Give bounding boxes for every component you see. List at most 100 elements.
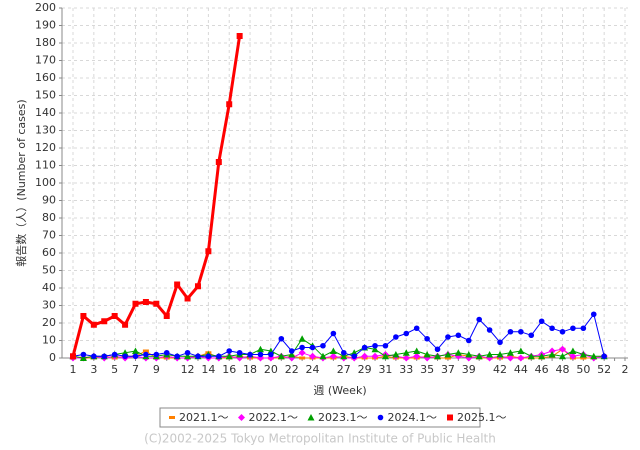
marker: [142, 349, 149, 353]
marker: [454, 349, 462, 356]
marker: [497, 339, 503, 346]
marker: [132, 353, 139, 360]
marker: [195, 353, 201, 360]
x-tick-label: 33: [399, 363, 413, 376]
x-tick-label: 29: [358, 363, 372, 376]
marker: [402, 349, 410, 356]
x-tick-label: 37: [441, 363, 455, 376]
marker: [225, 352, 233, 360]
x-tick-label: 50: [576, 363, 590, 376]
marker: [447, 414, 453, 421]
marker: [579, 351, 587, 358]
y-tick-label: 190: [35, 19, 56, 32]
marker: [402, 354, 410, 362]
marker: [174, 353, 180, 360]
x-tick-label: 14: [201, 363, 215, 376]
x-tick-label: 7: [132, 363, 139, 376]
marker: [319, 352, 327, 360]
x-tick-label: 5: [111, 363, 118, 376]
x-tick-label: 24: [306, 363, 320, 376]
marker: [590, 352, 598, 360]
marker: [340, 352, 348, 360]
legend-label: 2024.1～: [388, 411, 438, 424]
marker: [288, 351, 296, 358]
marker: [382, 342, 389, 349]
marker: [413, 325, 420, 332]
marker: [307, 414, 315, 421]
y-tick-label: 70: [42, 229, 56, 242]
x-tick-label: 2: [622, 363, 629, 376]
marker: [569, 352, 577, 360]
marker: [101, 353, 108, 360]
x-tick-label: 3: [90, 363, 97, 376]
marker: [445, 334, 451, 340]
y-tick-label: 160: [35, 71, 56, 84]
marker: [163, 313, 170, 319]
y-tick-label: 30: [42, 299, 56, 312]
x-tick-label: 22: [285, 363, 299, 376]
y-tick-label: 130: [35, 124, 56, 137]
x-tick-label: 44: [514, 363, 528, 376]
legend-box: [159, 407, 481, 428]
y-tick-label: 180: [35, 36, 56, 49]
marker: [169, 416, 175, 419]
marker: [549, 325, 555, 332]
marker: [329, 352, 337, 360]
y-tick-label: 20: [42, 316, 56, 329]
marker: [527, 352, 535, 360]
x-tick-label: 27: [337, 363, 351, 376]
marker: [80, 313, 87, 319]
marker: [434, 346, 441, 353]
marker: [476, 316, 482, 323]
marker: [413, 347, 421, 354]
y-tick-label: 110: [35, 159, 56, 172]
marker: [517, 347, 525, 354]
marker: [455, 332, 462, 339]
y-tick-label: 60: [42, 246, 56, 259]
x-tick-label: 39: [462, 363, 476, 376]
marker: [434, 352, 442, 360]
y-tick-label: 140: [35, 106, 56, 119]
marker: [486, 351, 494, 358]
x-tick-label: 42: [493, 363, 507, 376]
marker: [393, 334, 399, 340]
x-axis-label: 週 (Week): [313, 384, 366, 397]
marker: [299, 344, 305, 351]
marker: [403, 330, 410, 337]
marker: [580, 325, 587, 332]
marker: [122, 353, 128, 360]
footer: (C)2002-2025 Tokyo Metropolitan Institut…: [144, 432, 496, 446]
marker: [548, 351, 556, 358]
marker: [465, 337, 472, 344]
marker: [381, 352, 389, 360]
marker: [216, 353, 222, 360]
legend-label: 2022.1～: [249, 411, 299, 424]
marker: [538, 318, 545, 325]
marker: [413, 352, 421, 360]
x-tick-label: 31: [378, 363, 392, 376]
marker: [518, 328, 524, 335]
marker: [329, 347, 337, 354]
y-tick-label: 50: [42, 264, 56, 277]
marker: [444, 351, 452, 358]
y-tick-label: 200: [35, 1, 56, 14]
marker: [79, 354, 87, 361]
marker: [506, 354, 514, 362]
marker: [570, 325, 576, 332]
marker: [528, 332, 535, 339]
y-axis-label: 報告数（人）(Number of cases): [15, 99, 28, 266]
marker: [90, 321, 97, 328]
marker: [590, 311, 597, 318]
y-tick-label: 80: [42, 211, 56, 224]
y-tick-label: 0: [49, 351, 56, 364]
marker: [184, 295, 191, 302]
marker: [268, 351, 274, 358]
marker: [559, 328, 566, 335]
x-tick-label: 12: [181, 363, 195, 376]
x-tick-label: 35: [420, 363, 434, 376]
marker: [559, 352, 567, 360]
marker: [361, 352, 369, 360]
y-tick-label: 10: [42, 334, 56, 347]
marker: [392, 351, 400, 358]
y-tick-label: 150: [35, 89, 56, 102]
